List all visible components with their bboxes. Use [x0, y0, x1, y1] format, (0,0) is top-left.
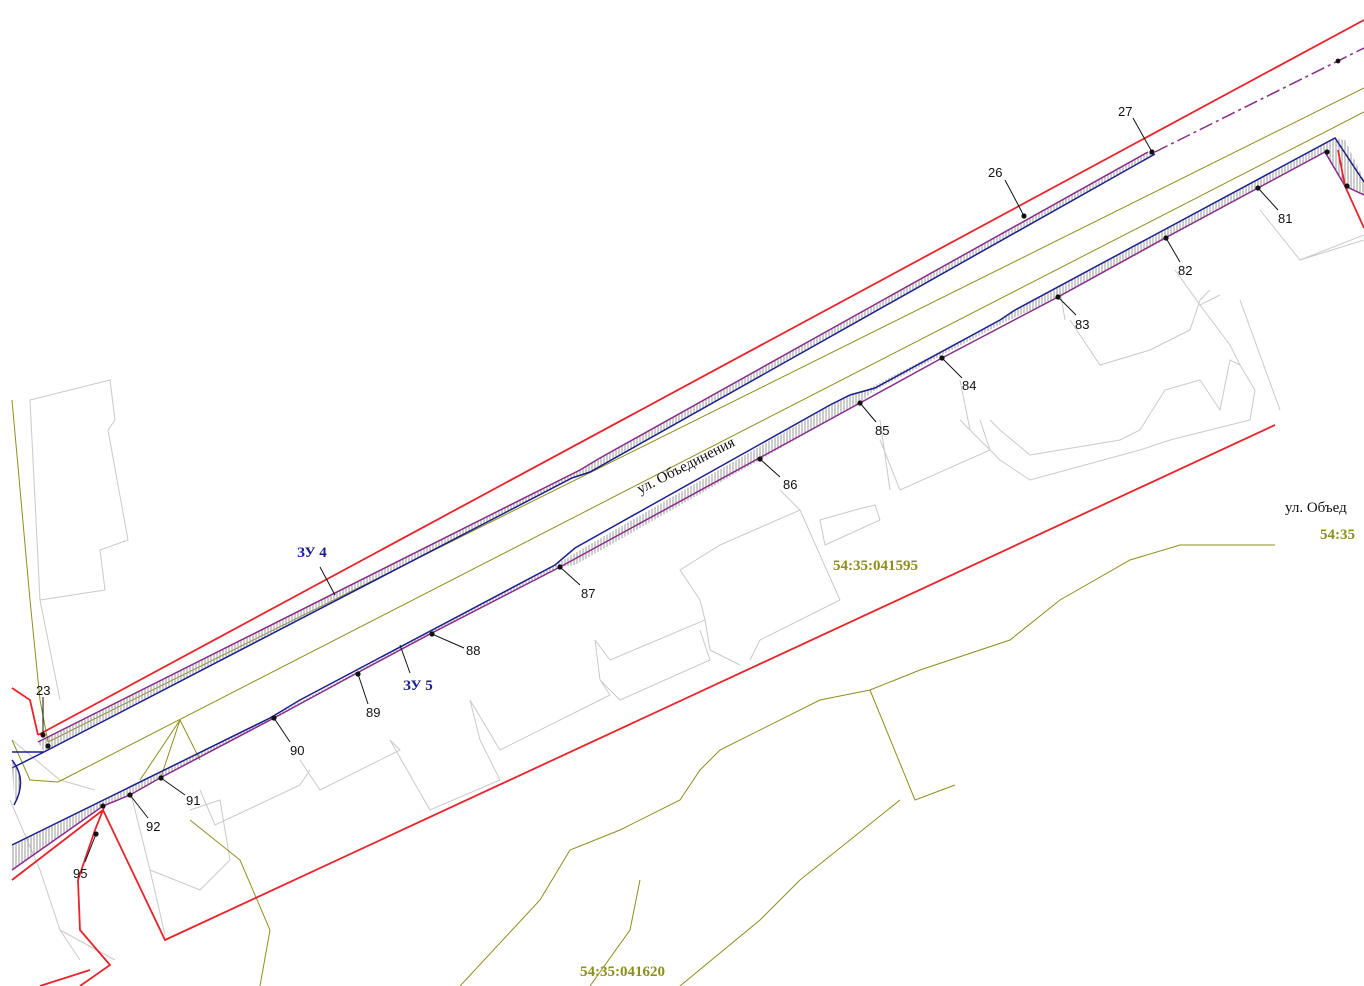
road-edges	[11, 87, 1364, 986]
label-point-88: 88	[466, 643, 480, 658]
label-point-23: 23	[36, 683, 50, 698]
label-point-87: 87	[581, 586, 595, 601]
label-point-95: 95	[73, 866, 87, 881]
point-87	[557, 564, 563, 570]
point-26	[1021, 213, 1027, 219]
point-corner-right	[1324, 149, 1330, 155]
point-89	[355, 671, 361, 677]
point-84	[939, 355, 945, 361]
label-point-81: 81	[1278, 211, 1292, 226]
point-86	[757, 456, 763, 462]
point-23	[40, 732, 46, 738]
point-85	[857, 400, 863, 406]
label-point-85: 85	[875, 423, 889, 438]
cadastre-label-041595: 54:35:041595	[833, 558, 918, 574]
point-dashdot	[1335, 58, 1341, 64]
point-82	[1163, 235, 1169, 241]
point-90	[271, 715, 277, 721]
cadastre-label-041620: 54:35:041620	[580, 964, 665, 980]
parcel-zu4-blue-edge	[43, 153, 1156, 753]
point-23b	[45, 743, 51, 749]
zone-label-zu5: ЗУ 5	[403, 678, 433, 694]
cadastre-label-partial: 54:35	[1320, 527, 1355, 543]
dashdot-line	[1154, 47, 1364, 153]
label-point-92: 92	[146, 819, 160, 834]
point-corner-right-b	[1344, 183, 1350, 189]
label-point-90: 90	[290, 743, 304, 758]
label-point-91: 91	[186, 793, 200, 808]
left-blue-arc	[11, 759, 22, 806]
label-point-27: 27	[1118, 104, 1132, 119]
label-point-26: 26	[988, 165, 1002, 180]
parcel-zu4-left-blue	[11, 751, 45, 769]
label-point-89: 89	[366, 705, 380, 720]
building-outlines	[9, 209, 1364, 961]
point-92	[127, 792, 133, 798]
label-point-82: 82	[1178, 263, 1192, 278]
point-27	[1149, 149, 1155, 155]
leader-lines	[42, 117, 1279, 863]
parcel-zu5-purple-edge	[11, 150, 1364, 871]
parcel-zu5-blue-edge	[11, 137, 1364, 846]
point-95b	[93, 831, 99, 837]
label-point-86: 86	[783, 477, 797, 492]
label-point-84: 84	[962, 378, 976, 393]
label-point-83: 83	[1075, 317, 1089, 332]
point-88	[429, 631, 435, 637]
street-label-right: ул. Объед	[1285, 500, 1347, 516]
parcel-zu5-hatch[interactable]	[12, 138, 1364, 870]
point-91	[158, 775, 164, 781]
survey-points	[40, 58, 1350, 837]
boundary-lines	[11, 19, 1364, 986]
zone-label-zu4: ЗУ 4	[297, 545, 327, 561]
point-95	[100, 803, 106, 809]
point-83	[1055, 294, 1061, 300]
parcel-zu4-purple-edge	[37, 151, 1149, 743]
point-81	[1255, 185, 1261, 191]
